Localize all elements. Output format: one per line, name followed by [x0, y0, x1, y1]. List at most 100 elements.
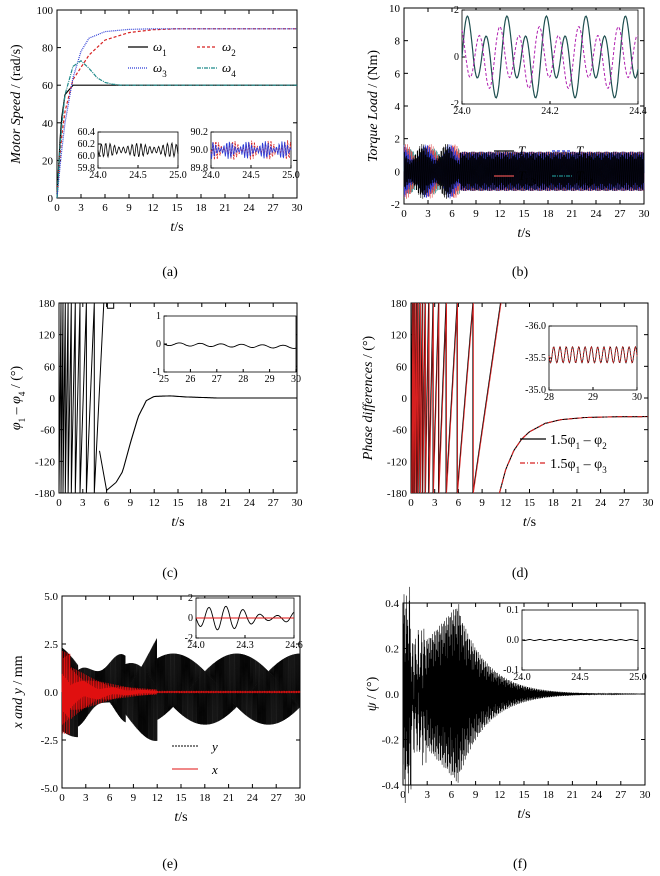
y-tick-label: 5.0	[44, 591, 58, 603]
inset-y-tick-label: 0.1	[507, 605, 520, 616]
inset-x-tick-label: 25	[159, 374, 169, 385]
x-tick-label: 9	[131, 792, 137, 804]
x-tick-label: 6	[456, 497, 462, 509]
inset-x-tick-label: 28	[544, 392, 554, 403]
y-tick-label: 20	[42, 155, 54, 167]
y-tick-label: 0.0	[44, 687, 58, 699]
inset-y-tick-label: 60.2	[78, 139, 96, 150]
y-tick-label: -120	[35, 456, 56, 468]
x-tick-label: 27	[271, 792, 283, 804]
inset-y-tick-label: -2	[451, 99, 459, 110]
inset-frame	[521, 609, 639, 671]
y-tick-label: -2.5	[41, 735, 59, 747]
series-phase-loop	[106, 303, 115, 309]
inset-x-tick-label: 29	[588, 392, 598, 403]
series-phi1-phi4	[115, 395, 297, 483]
x-tick-label: 12	[494, 789, 505, 801]
caption-b: (b)	[512, 265, 529, 280]
inset-x-tick-label: 24.0	[202, 170, 220, 181]
x-tick-label: 27	[615, 208, 627, 220]
inset-psi: 24.0 24.5 25.0 -0.1 0.0 0.1	[503, 605, 647, 683]
x-tick-label: 12	[495, 208, 506, 220]
legend-label: TL1	[518, 143, 535, 162]
y-tick-label: 100	[37, 5, 54, 17]
y-tick-label: -180	[387, 488, 408, 500]
x-axis-label: t/s	[517, 226, 530, 241]
inset-x-tick-label: 24.5	[242, 170, 260, 181]
x-tick-label: 3	[80, 497, 86, 509]
inset-y-tick-label: 90.0	[191, 145, 209, 156]
series-ω4	[56, 60, 297, 199]
inset-omega23: 24.0 24.5 25.0 89.8 90.0 90.2	[191, 127, 300, 181]
inset-x-tick-label: 24.0	[89, 170, 107, 181]
x-tick-label: 18	[543, 208, 555, 220]
x-tick-label: 3	[425, 208, 431, 220]
x-tick-label: 21	[220, 202, 231, 214]
x-tick-label: 9	[128, 497, 134, 509]
inset-omega1-line	[97, 141, 179, 159]
inset-psi-line	[521, 639, 639, 641]
inset-x-tick-label: 24.0	[187, 640, 205, 651]
inset-x-tick-label: 24.5	[129, 170, 147, 181]
panel-f: 0 3 6 9 12 15 18 21 24 27 30-0.4-0.20.00.20.424.0 2…	[365, 586, 651, 822]
inset-phase14: 25 26 27 28 29 30 -1 0 1	[153, 311, 301, 385]
y-tick-label: -5.0	[41, 783, 59, 795]
inset-x-tick-label: 24.3	[236, 640, 254, 651]
x-tick-label: 21	[567, 208, 578, 220]
inset-y-tick-label: 60.0	[78, 151, 96, 162]
inset-x-tick-label: 24.6	[285, 640, 303, 651]
x-tick-label: 24	[247, 792, 259, 804]
x-tick-label: 6	[449, 789, 455, 801]
y-tick-label: 60	[396, 361, 408, 373]
inset-y-tick-label: 60.4	[78, 127, 96, 138]
x-tick-label: 0	[56, 497, 62, 509]
x-tick-label: 15	[173, 497, 185, 509]
series-1.5φ1 – φ2	[498, 416, 648, 494]
x-tick-label: 6	[107, 792, 113, 804]
x-tick-label: 18	[196, 202, 208, 214]
x-tick-label: 30	[643, 497, 655, 509]
x-tick-label: 12	[149, 497, 160, 509]
caption-f: (f)	[513, 857, 527, 872]
inset-omega3-line	[210, 141, 292, 159]
series-1.5φ1 – φ3	[498, 416, 648, 494]
x-tick-label: 3	[78, 202, 84, 214]
y-tick-label: 0	[50, 393, 56, 405]
x-tick-label: 0	[408, 497, 414, 509]
inset-y-tick-label: 2	[454, 5, 459, 16]
inset-x-tick-label: 30	[291, 374, 301, 385]
x-tick-label: 12	[152, 792, 163, 804]
x-tick-label: 12	[500, 497, 511, 509]
x-tick-label: 6	[102, 202, 108, 214]
inset-y-tick-label: -0.1	[503, 665, 519, 676]
inset-x-tick-label: 24.2	[541, 106, 559, 117]
inset-y-tick-label: 90.2	[191, 127, 209, 138]
y-axis-label: φ1 – φ4 / (°)	[9, 366, 27, 431]
legend-label: x	[211, 762, 218, 777]
panel-a: 0 3 6 9 12 15 18 21 24 27 30 0 20 40 60 80 100 ω1 ω2 ω3 ω4 24…	[9, 5, 303, 235]
inset-x-tick-label: 25.0	[629, 672, 647, 683]
inset-x-tick-label: 29	[265, 374, 275, 385]
inset-frame	[461, 9, 639, 105]
legend-label: ω2	[222, 39, 236, 58]
series-phase-dip	[99, 450, 117, 492]
inset-x-tick-label: 27	[212, 374, 222, 385]
legend-label: ω3	[153, 60, 167, 79]
inset-frame	[163, 315, 297, 373]
x-tick-label: 27	[268, 202, 280, 214]
inset-y-tick-label: 0	[454, 52, 459, 63]
x-tick-label: 9	[126, 202, 132, 214]
inset-x-tick-label: 24.4	[629, 106, 647, 117]
y-tick-label: 80	[42, 43, 54, 55]
x-tick-label: 15	[172, 202, 184, 214]
legend-label: TL3	[518, 168, 536, 187]
x-tick-label: 18	[199, 792, 211, 804]
inset-y-tick-label: 0.0	[507, 635, 520, 646]
x-tick-label: 30	[292, 497, 304, 509]
caption-c: (c)	[162, 566, 178, 581]
x-axis-label: t/s	[523, 515, 536, 530]
legend-label: TL4	[576, 168, 594, 187]
inset-omega1: 24.0 24.5 25.0 59.860.060.260.4	[78, 127, 187, 181]
inset-torque: 24.0 24.2 24.4 -2 0 2	[451, 5, 647, 117]
caption-a: (a)	[162, 265, 178, 280]
